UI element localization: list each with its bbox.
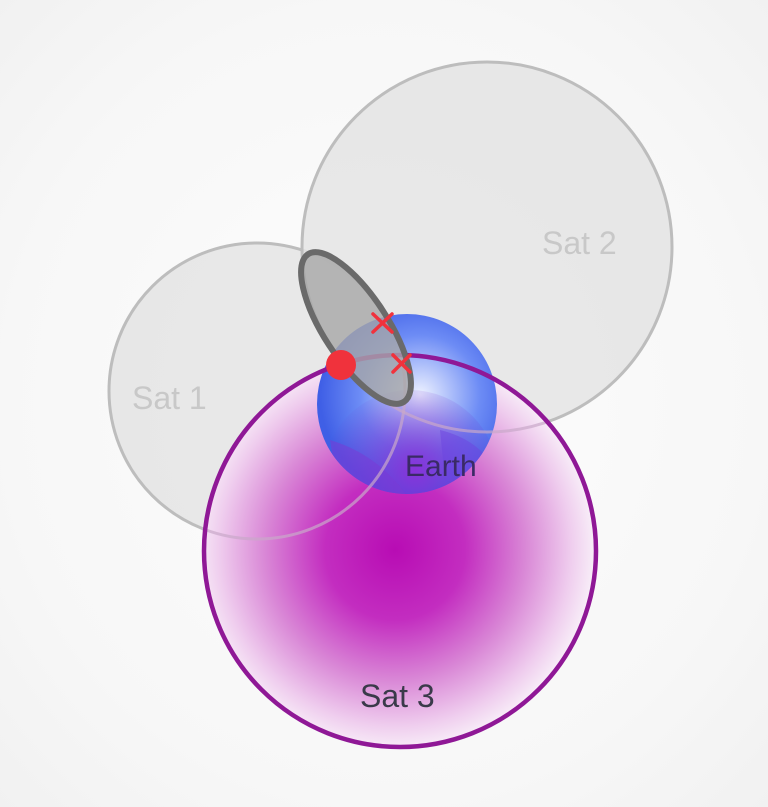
position-dot xyxy=(326,350,356,380)
sat1-label: Sat 1 xyxy=(132,380,207,416)
sat2-label: Sat 2 xyxy=(542,225,617,261)
sat3-sphere xyxy=(204,355,596,747)
intersection-x-marker-lower xyxy=(391,353,412,374)
earth-label: Earth xyxy=(405,450,477,483)
intersection-x-marker-upper xyxy=(371,312,394,334)
sat3-label: Sat 3 xyxy=(360,678,435,714)
intersection-ellipse xyxy=(298,249,414,407)
